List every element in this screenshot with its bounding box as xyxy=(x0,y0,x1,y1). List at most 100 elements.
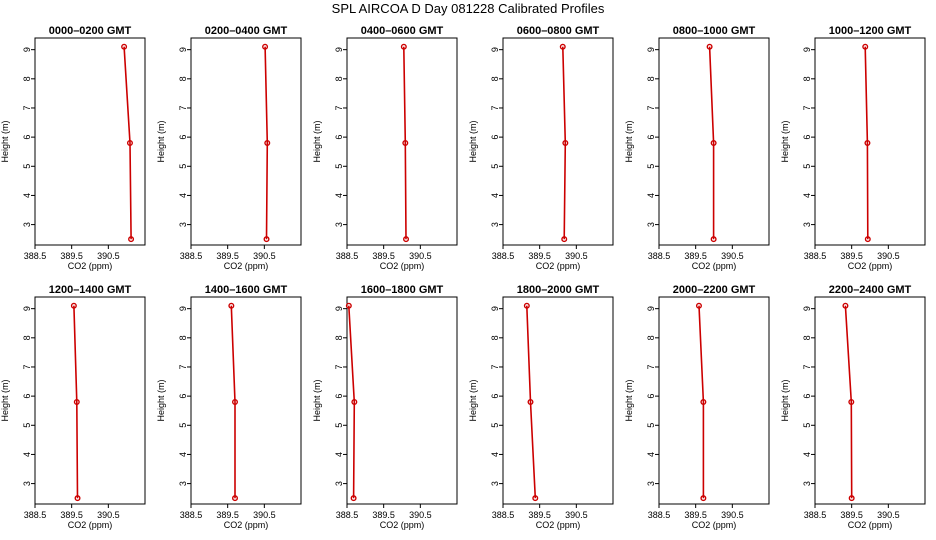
y-tick-label: 7 xyxy=(490,105,500,110)
x-tick-label: 388.5 xyxy=(336,510,359,520)
panel-title: 1600–1800 GMT xyxy=(361,284,444,296)
x-axis-label: CO2 (ppm) xyxy=(224,520,269,530)
y-tick-label: 9 xyxy=(22,47,32,52)
y-tick-label: 5 xyxy=(22,423,32,428)
chart-panel-2: 0200–0400 GMT 388.5 389.5 390.5 3 4 5 6 7 8 9 CO2 (… xyxy=(156,25,302,271)
y-tick-label: 4 xyxy=(646,193,656,198)
x-axis-label: CO2 (ppm) xyxy=(68,520,113,530)
data-point xyxy=(561,236,568,243)
x-tick-label: 389.5 xyxy=(840,510,863,520)
y-tick-label: 6 xyxy=(334,135,344,140)
panel-title: 0600–0800 GMT xyxy=(517,25,600,37)
y-tick-label: 7 xyxy=(178,364,188,369)
x-tick-label: 388.5 xyxy=(804,251,827,261)
y-tick-label: 8 xyxy=(646,335,656,340)
panel-title: 0400–0600 GMT xyxy=(361,25,444,37)
plot-frame xyxy=(34,296,146,505)
chart-panel-6: 1000–1200 GMT 388.5 389.5 390.5 3 4 5 6 7 8 9 CO2 (… xyxy=(780,25,926,271)
y-tick-label: 8 xyxy=(178,335,188,340)
data-point xyxy=(231,495,238,502)
plot-frame xyxy=(346,296,458,505)
x-tick-label: 390.5 xyxy=(409,510,432,520)
x-tick-label: 388.5 xyxy=(336,251,359,261)
plot-frame xyxy=(502,37,614,246)
y-tick-label: 5 xyxy=(178,164,188,169)
data-point xyxy=(263,236,270,243)
y-tick-label: 6 xyxy=(490,135,500,140)
x-tick-label: 388.5 xyxy=(180,251,203,261)
x-tick-label: 390.5 xyxy=(409,251,432,261)
y-tick-label: 4 xyxy=(22,193,32,198)
y-tick-label: 7 xyxy=(22,364,32,369)
profile-line xyxy=(73,305,79,499)
y-tick-label: 7 xyxy=(334,105,344,110)
y-tick-label: 7 xyxy=(802,364,812,369)
data-point xyxy=(527,398,534,405)
y-tick-label: 5 xyxy=(490,423,500,428)
data-point xyxy=(706,43,713,50)
data-point xyxy=(862,43,869,50)
profile-line xyxy=(864,46,869,240)
y-tick-label: 3 xyxy=(802,481,812,486)
y-tick-label: 3 xyxy=(22,481,32,486)
chart-panel-12: 2200–2400 GMT 388.5 389.5 390.5 3 4 5 6 7 8 9 CO2 (… xyxy=(780,284,926,530)
chart-panel-11: 2000–2200 GMT 388.5 389.5 390.5 3 4 5 6 7 8 9 CO2 (… xyxy=(624,284,770,530)
y-tick-label: 8 xyxy=(646,76,656,81)
data-point xyxy=(70,302,77,309)
x-axis-label: CO2 (ppm) xyxy=(536,261,581,271)
x-tick-label: 390.5 xyxy=(97,251,120,261)
x-axis-label: CO2 (ppm) xyxy=(68,261,113,271)
y-tick-label: 6 xyxy=(646,135,656,140)
y-axis-label: Height (m) xyxy=(780,120,790,162)
panel-title: 1200–1400 GMT xyxy=(49,284,132,296)
data-point xyxy=(700,398,707,405)
y-tick-label: 9 xyxy=(22,306,32,311)
plot-frame xyxy=(190,37,302,246)
x-axis-label: CO2 (ppm) xyxy=(224,261,269,271)
data-point xyxy=(73,398,80,405)
data-point xyxy=(523,302,530,309)
y-axis-label: Height (m) xyxy=(468,120,478,162)
profile-line xyxy=(264,46,269,240)
y-tick-label: 3 xyxy=(178,481,188,486)
panel-title: 0000–0200 GMT xyxy=(49,25,132,37)
profile-line xyxy=(844,305,853,499)
data-point xyxy=(532,495,539,502)
y-tick-label: 5 xyxy=(802,164,812,169)
x-axis-label: CO2 (ppm) xyxy=(848,261,893,271)
y-axis-label: Height (m) xyxy=(156,379,166,421)
y-axis-label: Height (m) xyxy=(468,379,478,421)
y-tick-label: 6 xyxy=(22,394,32,399)
figure-title: SPL AIRCOA D Day 081228 Calibrated Profi… xyxy=(331,1,605,16)
y-tick-label: 9 xyxy=(178,306,188,311)
profile-line xyxy=(348,305,356,499)
y-tick-label: 9 xyxy=(490,306,500,311)
x-tick-label: 389.5 xyxy=(372,510,395,520)
x-tick-label: 389.5 xyxy=(684,251,707,261)
y-tick-label: 6 xyxy=(490,394,500,399)
panel-title: 1400–1600 GMT xyxy=(205,284,288,296)
y-tick-label: 7 xyxy=(22,105,32,110)
y-tick-label: 7 xyxy=(646,105,656,110)
y-axis-label: Height (m) xyxy=(0,379,10,421)
profile-line xyxy=(526,305,537,499)
data-point xyxy=(345,302,352,309)
y-tick-label: 3 xyxy=(490,222,500,227)
x-axis-label: CO2 (ppm) xyxy=(380,261,425,271)
x-tick-label: 390.5 xyxy=(877,251,900,261)
y-tick-label: 4 xyxy=(22,452,32,457)
y-tick-label: 3 xyxy=(490,481,500,486)
x-tick-label: 390.5 xyxy=(721,510,744,520)
y-tick-label: 3 xyxy=(334,222,344,227)
y-tick-label: 8 xyxy=(22,335,32,340)
y-axis-label: Height (m) xyxy=(312,379,322,421)
x-tick-label: 388.5 xyxy=(804,510,827,520)
y-tick-label: 7 xyxy=(646,364,656,369)
data-point xyxy=(121,43,128,50)
data-point xyxy=(74,495,81,502)
x-tick-label: 390.5 xyxy=(97,510,120,520)
data-point xyxy=(350,495,357,502)
profile-line xyxy=(123,46,132,240)
panel-title: 0800–1000 GMT xyxy=(673,25,756,37)
